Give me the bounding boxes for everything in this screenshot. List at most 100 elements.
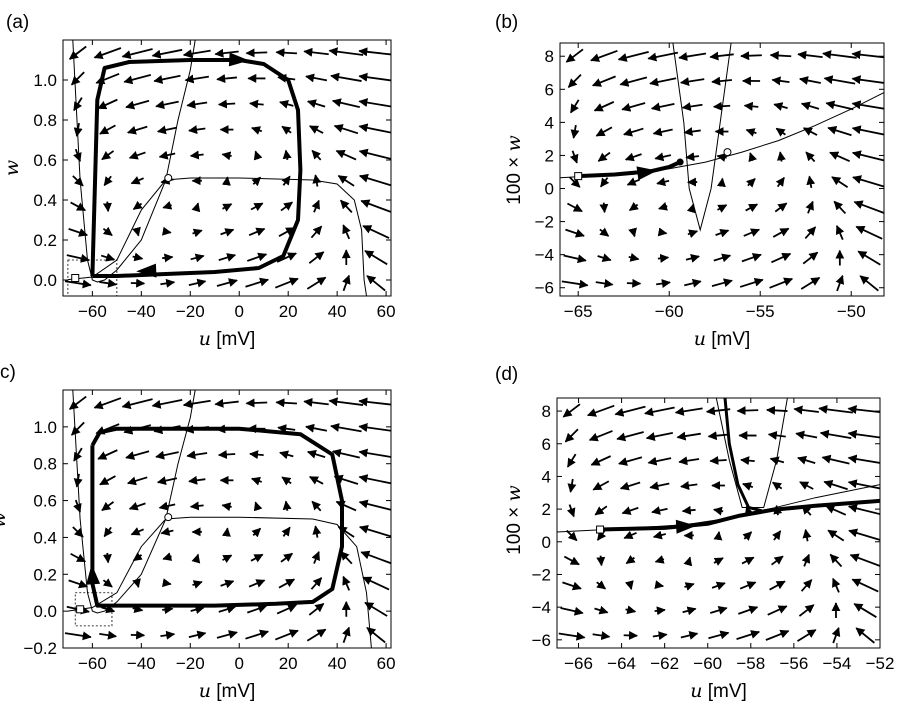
- vector-field-arrow: [709, 456, 727, 465]
- vector-field-arrow: [358, 148, 391, 160]
- nullcline-u: [672, 43, 732, 232]
- vector-field-arrow: [769, 580, 786, 591]
- vector-field-arrow: [563, 254, 587, 264]
- vector-field-arrow: [274, 629, 299, 641]
- vector-field-arrow: [626, 177, 641, 186]
- vector-field-arrow: [99, 630, 118, 640]
- start-marker: [76, 605, 85, 614]
- vector-field-arrow: [218, 253, 237, 262]
- vector-field-arrow: [742, 531, 753, 541]
- vector-field-arrow: [132, 200, 143, 210]
- vector-field-arrow: [713, 530, 723, 541]
- x-tick-label: −56: [779, 654, 808, 673]
- vector-field-arrow: [186, 450, 208, 460]
- vector-field-arrow: [330, 422, 362, 433]
- trajectory-arrowhead: [675, 519, 697, 534]
- y-tick-label: 8: [545, 47, 554, 66]
- vector-field-arrow: [277, 424, 296, 434]
- vector-field-arrow: [748, 152, 758, 163]
- vector-field-arrow: [772, 227, 790, 238]
- vector-field-arrow: [800, 579, 813, 592]
- vector-field-arrow: [151, 48, 183, 59]
- vector-field-arrow: [188, 125, 206, 135]
- vector-field-arrow: [220, 579, 235, 589]
- vector-field-arrow: [188, 475, 206, 485]
- vector-field-arrow: [190, 605, 205, 615]
- vector-field-arrow: [851, 100, 884, 110]
- trajectory-arrowhead: [136, 263, 157, 278]
- x-tick-label: −54: [823, 654, 852, 673]
- panel-label: (d): [495, 364, 518, 385]
- vector-field-arrow: [335, 150, 357, 161]
- vector-field-arrow: [804, 226, 817, 240]
- vector-field-arrow: [805, 151, 816, 163]
- vector-field-arrow: [158, 501, 176, 511]
- vector-field-arrow: [184, 74, 210, 84]
- y-tick-label: −6: [532, 631, 551, 650]
- vector-field-arrow: [358, 397, 391, 407]
- vector-field-arrow: [161, 226, 172, 236]
- vector-field-arrow: [155, 450, 179, 460]
- vector-field-arrow: [736, 630, 761, 640]
- vector-field-arrow: [654, 606, 666, 616]
- vector-field-arrow: [652, 530, 666, 540]
- vector-field-arrow: [71, 71, 85, 86]
- vector-field-arrow: [853, 603, 877, 618]
- vector-field-arrow: [625, 605, 637, 615]
- x-tick-label: 20: [279, 302, 298, 321]
- vector-field-arrow: [245, 398, 268, 408]
- vector-field-arrow: [829, 553, 843, 568]
- vector-field-arrow: [645, 431, 674, 441]
- vector-field-arrow: [685, 152, 700, 162]
- vector-field-arrow: [214, 398, 239, 408]
- x-axis-var: u: [690, 680, 702, 702]
- vector-field-arrow: [253, 150, 263, 161]
- nullcline-w: [67, 177, 367, 296]
- vector-field-arrow: [188, 278, 207, 288]
- trajectory-branch: [723, 398, 762, 513]
- vector-field-arrow: [305, 423, 328, 433]
- vector-field-arrow: [769, 456, 785, 466]
- vector-field-arrow: [795, 430, 818, 440]
- vector-field-arrow: [276, 252, 297, 263]
- vector-field-arrow: [802, 251, 819, 265]
- vector-field-arrow: [100, 252, 116, 262]
- x-axis-unit: [mV]: [211, 681, 255, 702]
- vector-field-arrow: [310, 577, 323, 590]
- vector-field-arrow: [358, 474, 391, 485]
- vector-field-arrow: [847, 405, 880, 414]
- vector-field-arrow: [657, 253, 670, 263]
- vector-field-arrow: [245, 629, 269, 640]
- vector-field-arrow: [358, 173, 391, 187]
- x-tick-label: −52: [866, 654, 895, 673]
- vector-field-arrow: [216, 74, 238, 84]
- panel-c: c) −60 −40 −20 0 20 40 60 −0.2 0.0 0.2 0.4 0.6 0.8 1.0…: [0, 362, 396, 702]
- vector-field-arrow: [595, 278, 614, 288]
- vector-field-arrow: [160, 527, 174, 536]
- vector-field-arrow: [715, 228, 730, 238]
- vector-field-arrow: [586, 404, 615, 417]
- vector-field-arrow: [708, 630, 730, 640]
- vector-field-arrow: [358, 423, 391, 432]
- vector-field-arrow: [687, 229, 699, 239]
- zoom-box: [74, 592, 113, 627]
- vector-field-arrow: [745, 203, 759, 213]
- vector-field-arrow: [565, 48, 584, 63]
- vector-field-arrow: [217, 99, 236, 109]
- vector-field-arrow: [654, 555, 665, 564]
- vector-field-arrow: [162, 201, 173, 210]
- vector-field-arrow: [805, 200, 814, 214]
- vector-field-arrow: [248, 227, 266, 237]
- x-tick-label: 40: [328, 302, 347, 321]
- x-tick-label: −55: [746, 302, 775, 321]
- vector-field-arrow: [624, 152, 642, 162]
- vector-field-arrow: [831, 627, 841, 644]
- panel-label: (a): [6, 12, 29, 33]
- vector-field-arrow: [250, 553, 264, 563]
- vector-field-arrow: [249, 99, 264, 109]
- vector-field-arrow: [97, 98, 118, 110]
- vector-field-arrow: [599, 202, 609, 214]
- vector-field-arrow: [616, 431, 644, 442]
- vector-field-arrow: [650, 102, 675, 112]
- vector-field-arrow: [279, 99, 294, 109]
